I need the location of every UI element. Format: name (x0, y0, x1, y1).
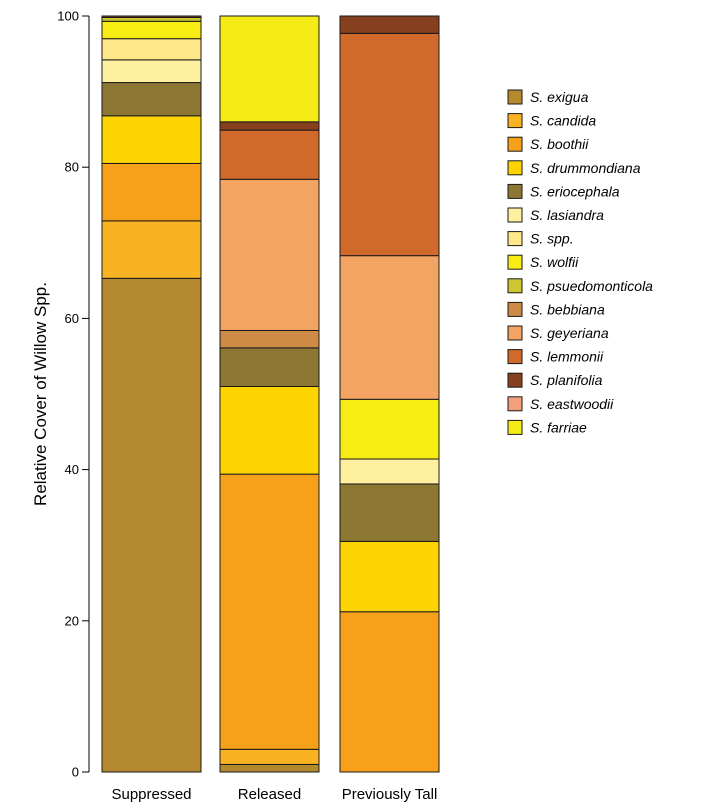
legend-label: S. candida (530, 113, 596, 129)
y-tick-label: 60 (65, 311, 79, 326)
bar-segment (101, 15, 202, 19)
legend-label: S. spp. (530, 231, 574, 247)
category-label: Previously Tall (342, 786, 438, 803)
category-labels: Suppressed Released Previously Tall (111, 786, 437, 803)
bar-segment (101, 59, 202, 84)
bar-segment (219, 15, 320, 123)
legend-label: S. planifolia (530, 372, 603, 388)
legend-swatch (507, 113, 523, 129)
legend-label: S. wolfii (530, 254, 579, 270)
legend-swatch (507, 349, 523, 365)
legend-swatch (507, 183, 523, 199)
y-axis: 0 20 40 60 80 100 (57, 9, 90, 780)
bar-segment (101, 115, 202, 164)
y-tick-label: 20 (65, 613, 79, 628)
legend-swatch (507, 231, 523, 247)
bar-segment (101, 20, 202, 40)
legend-swatch (507, 207, 523, 223)
legend-label: S. eriocephala (530, 183, 620, 199)
legend-label: S. boothii (530, 136, 589, 152)
legend-label: S. farriae (530, 419, 587, 435)
legend-swatch (507, 254, 523, 270)
bars (101, 15, 440, 773)
legend-swatch (507, 325, 523, 341)
bar-segment (219, 763, 320, 773)
bar-segment (219, 347, 320, 387)
y-tick-label: 80 (65, 160, 79, 175)
bar-segment (101, 220, 202, 279)
legend-label: S. psuedomonticola (530, 278, 653, 294)
bar-segment (219, 748, 320, 765)
y-tick-label: 40 (65, 462, 79, 477)
bar-segment (339, 483, 440, 542)
bar-segment (339, 611, 440, 773)
legend-swatch (507, 301, 523, 317)
bar-segment (339, 32, 440, 257)
bar-segment (219, 473, 320, 750)
bar-segment (101, 277, 202, 773)
bar-segment (101, 38, 202, 61)
category-label: Suppressed (111, 786, 191, 803)
bar-segment (219, 329, 320, 349)
legend-label: S. geyeriana (530, 325, 609, 341)
bar-segment (339, 458, 440, 485)
legend-swatch (507, 89, 523, 105)
bar-segment (101, 17, 202, 22)
bar-segment (219, 121, 320, 131)
bar-segment (219, 385, 320, 475)
bar-segment (339, 15, 440, 34)
bar-segment (101, 162, 202, 222)
legend-label: S. bebbiana (530, 301, 605, 317)
legend-label: S. lemmonii (530, 349, 604, 365)
bar-segment (339, 540, 440, 613)
legend-swatch (507, 372, 523, 388)
legend-swatch (507, 278, 523, 294)
bar-segment (101, 82, 202, 117)
legend-label: S. eastwoodii (530, 396, 614, 412)
bar-segment (339, 255, 440, 400)
bar-segment (339, 398, 440, 460)
bar-segment (219, 129, 320, 180)
y-axis-label: Relative Cover of Willow Spp. (31, 282, 50, 506)
legend-swatch (507, 396, 523, 412)
category-label: Released (238, 786, 301, 803)
legend-swatch (507, 160, 523, 176)
bar-segment (219, 178, 320, 331)
legend-label: S. exigua (530, 89, 589, 105)
legend-swatch (507, 419, 523, 435)
y-tick-label: 0 (72, 765, 79, 780)
legend-label: S. drummondiana (530, 160, 641, 176)
legend: S. exigua S. candida S. boothii S. drummond… (507, 89, 653, 435)
legend-swatch (507, 136, 523, 152)
legend-label: S. lasiandra (530, 207, 604, 223)
y-tick-label: 100 (57, 9, 79, 24)
